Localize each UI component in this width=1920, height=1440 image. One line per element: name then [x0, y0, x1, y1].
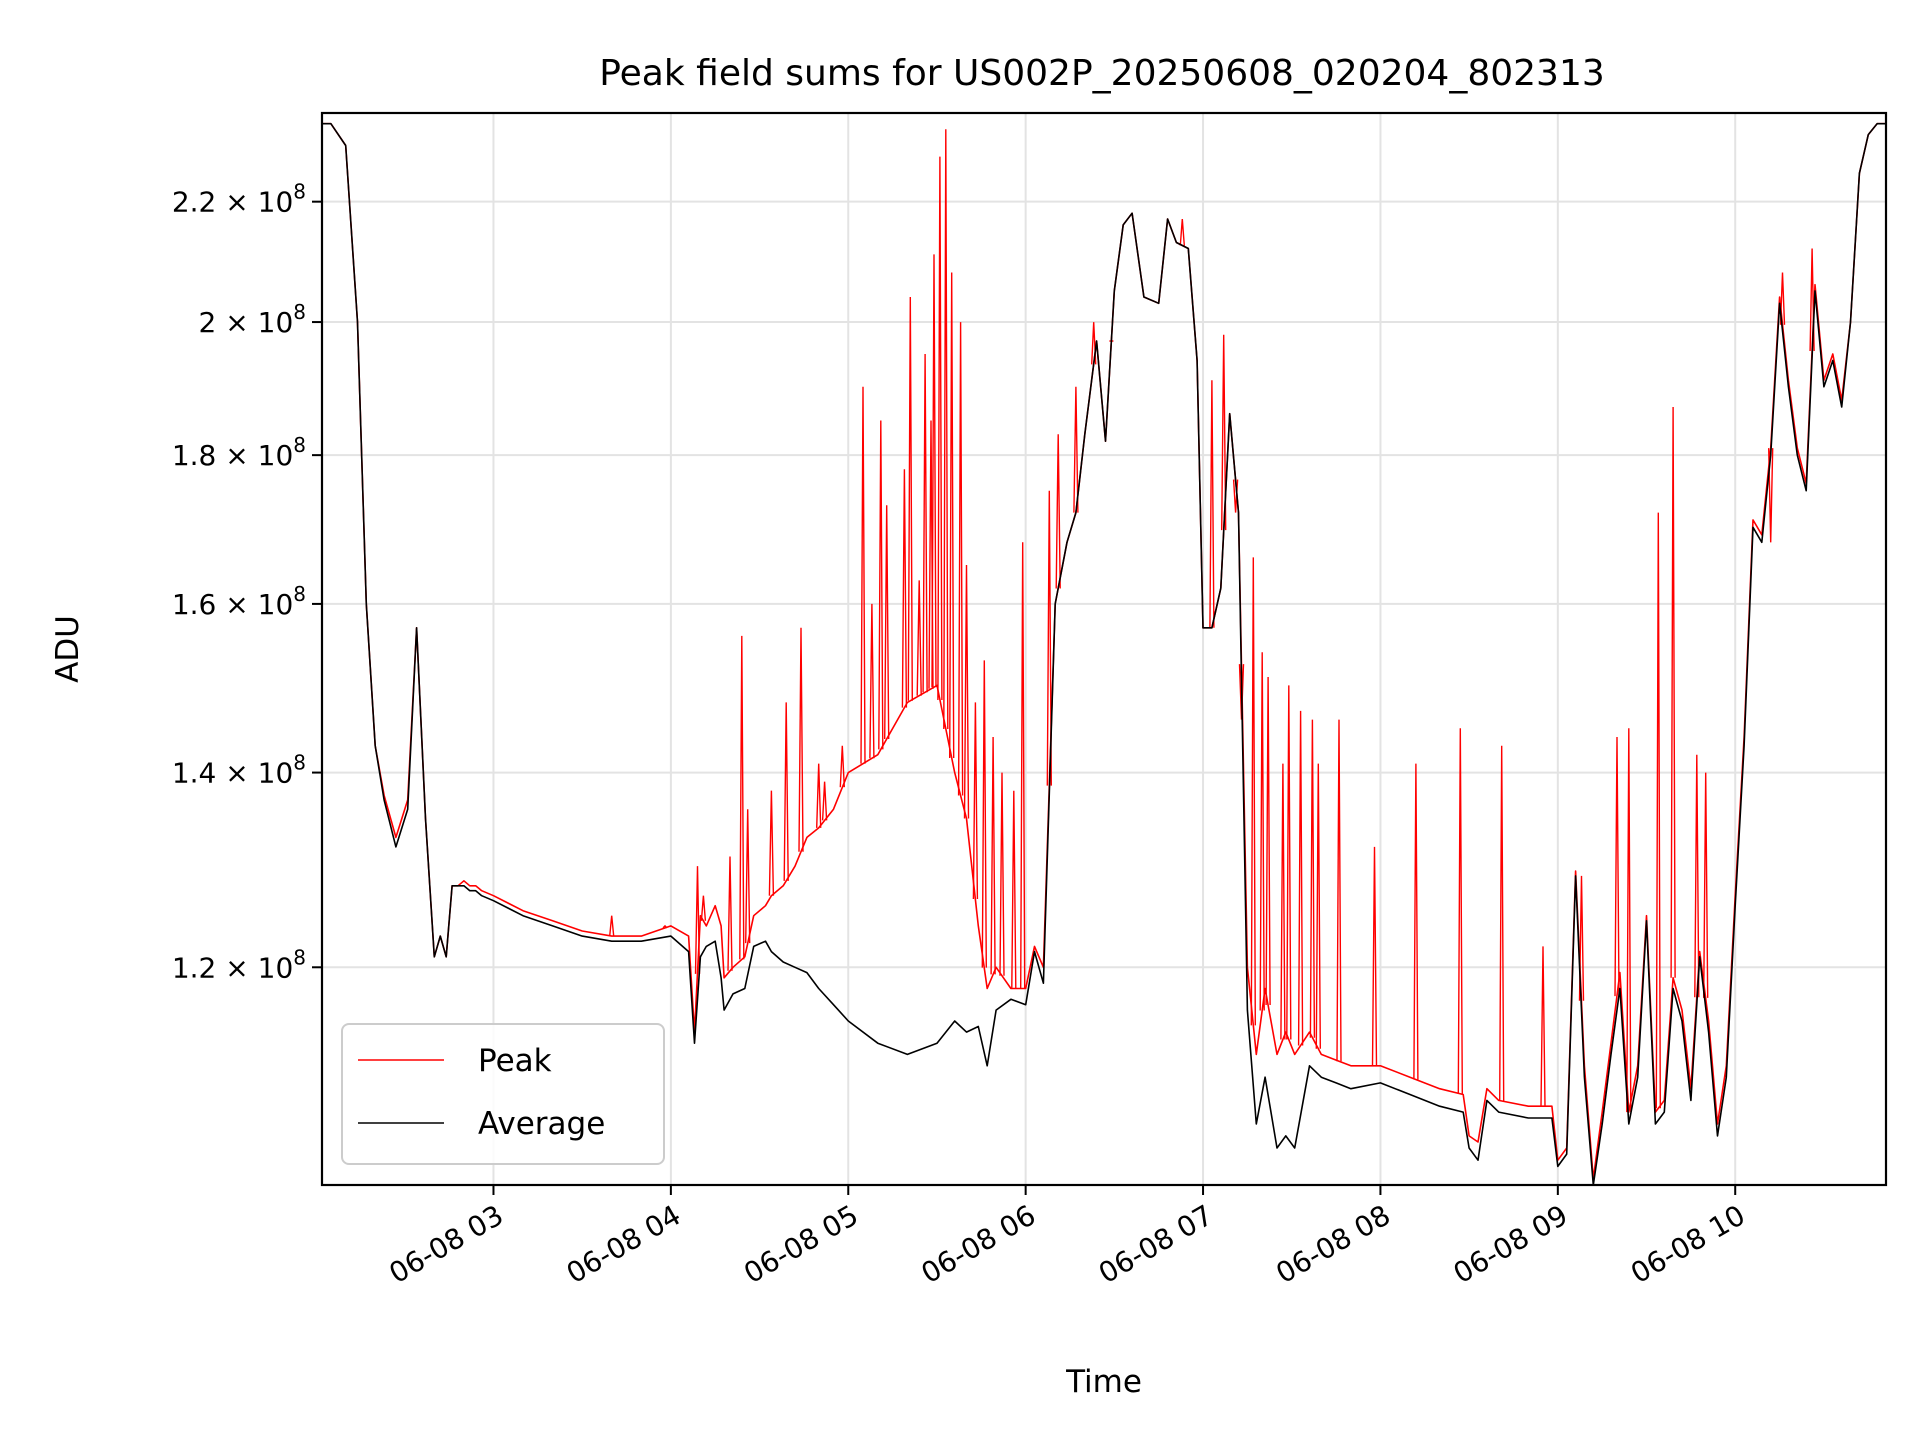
series-peak-spike [922, 353, 928, 693]
series-peak-spike [1221, 334, 1227, 531]
legend-box [341, 1023, 665, 1165]
series-peak-spike [662, 924, 668, 929]
series-peak-spike [727, 856, 733, 971]
series-peak-spike [901, 469, 908, 708]
y-axis-ticks: 1.2 × 108 1.4 × 108 1.6 × 108 1.8 × 108 2 × … [172, 180, 322, 984]
series-peak-spike [1297, 710, 1304, 1046]
series-peak-spike [1614, 736, 1620, 997]
y-tick-label: 1.2 × 108 [172, 945, 306, 984]
series-peak-spike [1413, 763, 1419, 1080]
series-layer [322, 122, 1886, 1185]
series-peak-spike [972, 702, 979, 900]
x-axis-label: Time [1065, 1364, 1142, 1400]
y-tick-label: 2 × 108 [199, 300, 306, 339]
series-peak-spike [1179, 218, 1185, 246]
series-peak-spike [1703, 772, 1709, 998]
series-peak-spike [783, 702, 789, 881]
series-peak-spike [931, 254, 937, 688]
series-peak-spike [1768, 448, 1774, 543]
series-peak-spike [957, 322, 964, 796]
series-peak-spike [1336, 719, 1342, 1062]
series-peak-spike [694, 866, 701, 974]
series-peak-spike [1457, 728, 1463, 1094]
series-peak-spike [943, 129, 949, 730]
series-peak-spike [1046, 490, 1052, 786]
series-peak-spike [1779, 272, 1786, 325]
series-peak-spike [1265, 676, 1271, 1006]
series-peak-spike [739, 635, 745, 960]
series-peak-spike [700, 895, 707, 921]
series-peak-spike [798, 627, 804, 852]
series-peak-spike [1209, 380, 1215, 628]
series-peak-spike [1670, 406, 1676, 978]
chart-title: Peak field sums for US002P_20250608_0202… [599, 53, 1605, 94]
series-peak-spike [839, 745, 845, 788]
series-peak-spike [1309, 719, 1316, 1038]
series-peak-spike [1259, 652, 1265, 1011]
series-peak-spike [609, 915, 615, 937]
y-tick-label: 1.8 × 108 [172, 433, 306, 472]
y-tick-label: 2.2 × 108 [172, 180, 306, 219]
plot-area-frame [320, 111, 1888, 1187]
legend-label-average: Average [478, 1106, 605, 1142]
series-peak-spike [1055, 434, 1061, 589]
series-peak-spike [949, 272, 955, 759]
y-tick-label: 1.4 × 108 [172, 751, 306, 790]
series-peak-spike [999, 772, 1005, 976]
series-peak-spike [990, 736, 996, 975]
series-peak-spike [1371, 846, 1378, 1066]
series-peak-spike [937, 156, 943, 701]
series-peak-spike [1499, 745, 1505, 1101]
series-peak-spike [1286, 685, 1292, 1040]
series-peak-spike [963, 564, 970, 819]
series-peak-spike [1250, 557, 1256, 1026]
series-peak-spike [1315, 763, 1321, 1049]
series-peak-spike [907, 296, 913, 701]
series-peak-spike [1578, 875, 1585, 1001]
series-peak-spike [816, 763, 822, 828]
series-peak-spike [860, 386, 866, 764]
series-peak-spike [1655, 512, 1661, 1109]
series-peak-spike [745, 809, 751, 944]
y-tick-label: 1.6 × 108 [172, 582, 306, 621]
series-peak-spike [916, 580, 922, 696]
series-peak-spike [1020, 542, 1026, 989]
series-peak-spike [768, 790, 775, 896]
series-peak-spike [981, 660, 987, 968]
series-peak-spike [821, 781, 828, 821]
series-peak-spike [1073, 386, 1079, 513]
series-peak-spike [1694, 754, 1700, 998]
legend-label-peak: Peak [478, 1043, 552, 1079]
series-average-line [322, 122, 1886, 1185]
y-axis-label: ADU [50, 615, 86, 683]
series-peak-spike [1011, 790, 1017, 989]
series-peak-spike [1540, 946, 1546, 1107]
series-peak-spike [878, 420, 884, 750]
series-peak-spike [1280, 763, 1286, 1040]
grid-lines [322, 113, 1886, 1185]
series-peak-spike [884, 505, 890, 740]
legend: Peak Average [341, 1023, 665, 1165]
series-peak-spike [1626, 728, 1632, 1113]
series-peak-spike [869, 603, 875, 759]
